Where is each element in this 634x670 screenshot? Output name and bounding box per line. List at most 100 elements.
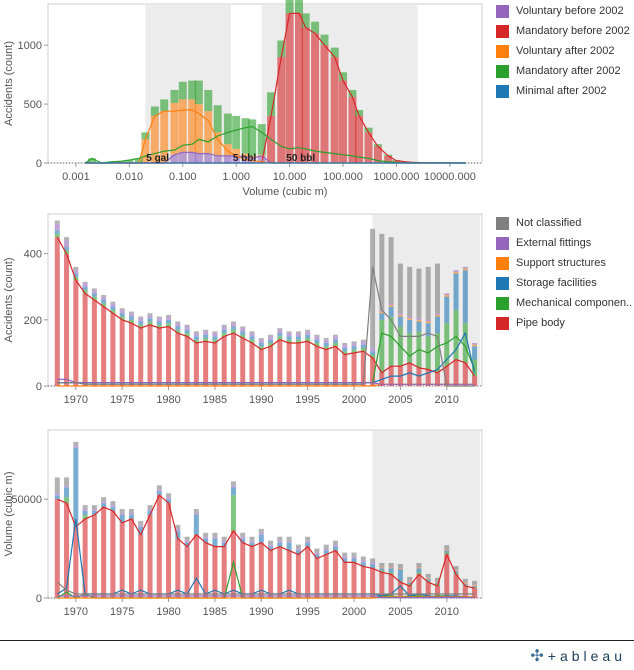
bar <box>379 570 385 573</box>
bar <box>267 92 276 116</box>
bar <box>305 329 311 332</box>
bar <box>277 336 283 340</box>
bar <box>268 544 274 547</box>
bar <box>444 549 450 550</box>
bar <box>141 132 150 140</box>
bar <box>64 503 70 598</box>
bar <box>240 334 246 339</box>
bar <box>332 550 338 598</box>
bar <box>221 326 227 330</box>
bar <box>223 144 232 156</box>
bar <box>311 33 320 163</box>
bar <box>342 562 348 598</box>
bar <box>332 334 338 337</box>
series-line <box>56 518 475 598</box>
tableau-logo[interactable]: ✣ +ableau <box>530 646 626 666</box>
bar <box>425 578 431 580</box>
bar <box>119 514 125 523</box>
bar <box>212 333 218 337</box>
bar <box>323 548 329 551</box>
bar <box>305 546 311 598</box>
bar <box>351 556 357 559</box>
x-tick-label: 0.100 <box>169 171 197 183</box>
bar <box>339 72 348 81</box>
bar <box>453 271 459 274</box>
bar <box>91 514 97 598</box>
bar <box>462 584 468 586</box>
bar <box>134 158 143 163</box>
bar <box>166 499 172 504</box>
bar <box>351 352 357 386</box>
bar <box>397 314 403 317</box>
bar <box>249 343 255 386</box>
bar <box>360 560 366 563</box>
bar <box>184 326 190 330</box>
bar <box>204 153 213 163</box>
bar <box>54 493 60 496</box>
series-line <box>57 595 475 599</box>
bar <box>351 346 357 350</box>
bar <box>434 582 440 584</box>
bar <box>314 552 320 555</box>
y-axis-title: Accidents (count) <box>3 41 15 126</box>
legend-swatch <box>496 5 509 18</box>
bar <box>407 362 413 386</box>
footer-divider <box>0 640 634 641</box>
bar <box>370 562 376 565</box>
x-tick-label: 1990 <box>249 394 273 406</box>
bar <box>241 153 250 158</box>
bar <box>128 313 134 317</box>
bar <box>170 154 179 163</box>
legend-swatch <box>496 277 509 290</box>
bar <box>258 346 264 350</box>
bar <box>285 13 294 163</box>
bar <box>268 343 274 347</box>
bar <box>166 316 172 320</box>
bar <box>54 230 60 234</box>
bar <box>444 545 450 550</box>
legend-swatch <box>496 317 509 330</box>
bar <box>379 233 385 310</box>
bar <box>147 514 153 598</box>
chart-panel-3: 0 50000 1970 1975 1980 1985 1990 1995 2000 2005 20… <box>3 429 483 618</box>
bar <box>184 336 190 386</box>
bar <box>323 550 329 555</box>
bar <box>257 124 266 155</box>
bar <box>416 563 422 567</box>
bar <box>295 339 301 343</box>
bar <box>295 550 301 555</box>
bar <box>332 339 338 343</box>
bar <box>258 343 264 347</box>
y-tick-label: 1000 <box>18 40 42 52</box>
bar <box>82 293 88 386</box>
bar <box>54 220 60 224</box>
bar <box>379 319 385 373</box>
bar <box>453 270 459 272</box>
legend-label: Pipe body <box>516 317 565 329</box>
bar <box>268 346 274 386</box>
bar <box>294 0 303 14</box>
bar <box>156 489 162 492</box>
legend-label: External fittings <box>516 237 592 249</box>
bar <box>240 538 246 543</box>
bar <box>268 339 274 343</box>
bar <box>286 540 292 543</box>
chart-panel-2: 0 200 400 1970 1975 1980 1985 1990 1995 2000 2005 2… <box>3 213 483 406</box>
bar <box>221 336 227 386</box>
tableau-cross-icon: ✣ <box>530 648 544 665</box>
bar <box>110 511 116 598</box>
bar <box>314 336 320 340</box>
legend-swatch <box>496 217 509 230</box>
bar <box>314 343 320 347</box>
bar <box>230 329 236 334</box>
bar <box>305 542 311 547</box>
bar <box>166 497 172 500</box>
bar <box>73 273 79 277</box>
bar <box>249 536 255 541</box>
bar <box>188 152 197 163</box>
bar <box>249 333 255 337</box>
bar <box>268 546 274 551</box>
bar <box>170 89 179 103</box>
x-tick-label: 1975 <box>110 606 134 618</box>
bar <box>212 538 218 547</box>
